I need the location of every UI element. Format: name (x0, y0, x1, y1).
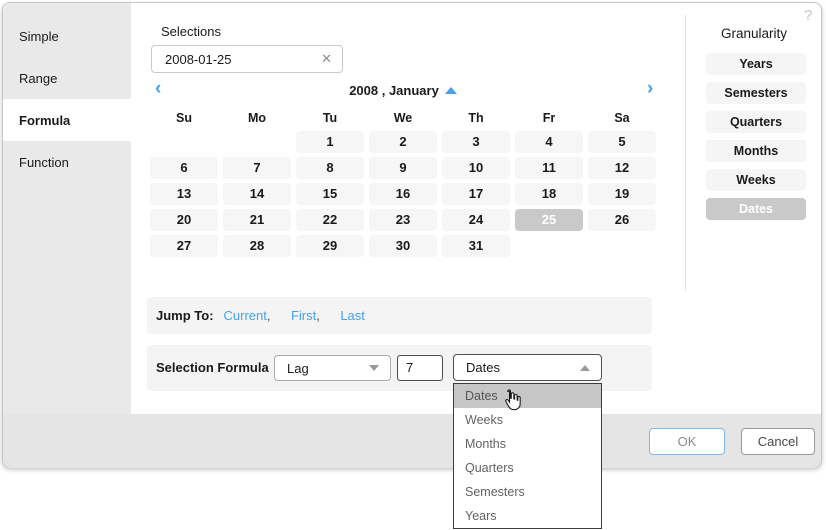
selected-date-input[interactable]: 2008-01-25 ✕ (151, 45, 343, 73)
operation-select[interactable]: Lag (274, 355, 391, 381)
month-year-label: 2008 , January (349, 83, 439, 98)
unit-dropdown-option[interactable]: Dates (454, 384, 601, 408)
day-of-week-label: Su (176, 111, 192, 125)
calendar-day-7[interactable]: 7 (223, 157, 291, 179)
granularity-button[interactable]: Dates (706, 198, 806, 220)
day-of-week-label: Sa (614, 111, 630, 125)
day-of-week-label: Tu (322, 111, 338, 125)
calendar-day-18[interactable]: 18 (515, 183, 583, 205)
calendar-day-17[interactable]: 17 (442, 183, 510, 205)
unit-dropdown-option[interactable]: Weeks (465, 413, 503, 427)
granularity-button[interactable]: Years (706, 53, 806, 75)
calendar-day-9[interactable]: 9 (369, 157, 437, 179)
ok-button[interactable]: OK (649, 428, 725, 455)
day-of-week-label: Mo (247, 111, 267, 125)
granularity-button[interactable]: Quarters (706, 111, 806, 133)
granularity-button[interactable]: Semesters (706, 82, 806, 104)
jump-to-link[interactable]: Current (224, 308, 271, 323)
mode-sidebar: Simple Range Formula Function (3, 3, 132, 414)
collapse-picker-icon (444, 87, 457, 94)
sidebar-item-label: Function (19, 154, 69, 170)
jump-to-links: Current First Last (224, 307, 381, 325)
calendar-day-6[interactable]: 6 (150, 157, 218, 179)
calendar-grid: 1 2 3 4 5 6 7 8 9 10 11 12 13 14 15 16 17 18 19 20 21 22 23 24 2… (150, 131, 656, 257)
sidebar-item[interactable]: Range (3, 57, 132, 99)
calendar-day-4[interactable]: 4 (515, 131, 583, 153)
unit-dropdown-list: Dates Weeks Months Quarters Semesters Ye… (453, 383, 602, 529)
jump-to-row: Jump To: Current First Last (147, 297, 652, 334)
unit-dropdown-option[interactable]: Months (465, 437, 506, 451)
calendar-day-24[interactable]: 24 (442, 209, 510, 231)
calendar-day-16[interactable]: 16 (369, 183, 437, 205)
selected-date-value: 2008-01-25 (165, 51, 232, 67)
calendar-day-2[interactable]: 2 (369, 131, 437, 153)
sidebar-item-label: Simple (19, 28, 59, 44)
unit-dropdown-option[interactable]: Years (465, 509, 497, 523)
calendar-day-5[interactable]: 5 (588, 131, 656, 153)
calendar-day-14[interactable]: 14 (223, 183, 291, 205)
month-year-header[interactable]: 2008 , January (253, 83, 553, 98)
footer-bar: OK Cancel (3, 414, 821, 468)
unit-dropdown-option[interactable]: Semesters (465, 485, 525, 499)
cancel-button[interactable]: Cancel (741, 428, 815, 455)
operation-value: Lag (287, 360, 309, 376)
lag-amount-value: 7 (406, 360, 414, 375)
calendar-day-22[interactable]: 22 (296, 209, 364, 231)
jump-to-link[interactable]: Last (340, 307, 365, 323)
calendar-day-12[interactable]: 12 (588, 157, 656, 179)
calendar-day-30[interactable]: 30 (369, 235, 437, 257)
calendar-day-28[interactable]: 28 (223, 235, 291, 257)
help-icon[interactable]: ? (804, 7, 813, 24)
unit-value: Dates (466, 360, 500, 375)
sidebar-item[interactable]: Simple (3, 15, 132, 57)
calendar-day-19[interactable]: 19 (588, 183, 656, 205)
unit-dropdown-option[interactable]: Quarters (465, 461, 514, 475)
calendar-day-15[interactable]: 15 (296, 183, 364, 205)
selections-label: Selections (161, 24, 221, 39)
calendar-day-20[interactable]: 20 (150, 209, 218, 231)
calendar-day-21[interactable]: 21 (223, 209, 291, 231)
calendar-day-1[interactable]: 1 (296, 131, 364, 153)
chevron-up-icon (580, 364, 590, 371)
prev-month-icon[interactable]: ‹ (155, 78, 162, 99)
calendar-day-8[interactable]: 8 (296, 157, 364, 179)
clear-icon[interactable]: ✕ (321, 51, 332, 66)
unit-select[interactable]: Dates (453, 354, 602, 381)
calendar-day-31[interactable]: 31 (442, 235, 510, 257)
next-month-icon[interactable]: › (647, 78, 654, 99)
selection-formula-label: Selection Formula (156, 360, 269, 375)
sidebar-item-label: Range (19, 70, 58, 86)
granularity-button[interactable]: Months (706, 140, 806, 162)
day-of-week-header: Su Mo Tu We Th Fr Sa (150, 111, 656, 125)
calendar-day-13[interactable]: 13 (150, 183, 218, 205)
panel-divider (685, 15, 686, 291)
sidebar-item[interactable]: Formula (3, 99, 132, 141)
calendar-day-10[interactable]: 10 (442, 157, 510, 179)
calendar-day-29[interactable]: 29 (296, 235, 364, 257)
calendar-day-23[interactable]: 23 (369, 209, 437, 231)
calendar-day-27[interactable]: 27 (150, 235, 218, 257)
day-of-week-label: We (393, 111, 413, 125)
chevron-down-icon (369, 365, 379, 371)
sidebar-item[interactable]: Function (3, 141, 132, 183)
calendar-day-25[interactable]: 25 (515, 209, 583, 231)
calendar-day-3[interactable]: 3 (442, 131, 510, 153)
day-of-week-label: Th (468, 111, 484, 125)
lag-amount-input[interactable]: 7 (397, 355, 443, 381)
sidebar-item-label: Formula (19, 112, 71, 128)
jump-to-link[interactable]: First (291, 308, 320, 323)
granularity-button[interactable]: Weeks (706, 169, 806, 191)
day-of-week-label: Fr (542, 111, 556, 125)
calendar-day-11[interactable]: 11 (515, 157, 583, 179)
calendar-day-26[interactable]: 26 (588, 209, 656, 231)
jump-to-label: Jump To: (156, 308, 214, 323)
granularity-title: Granularity (720, 26, 788, 41)
